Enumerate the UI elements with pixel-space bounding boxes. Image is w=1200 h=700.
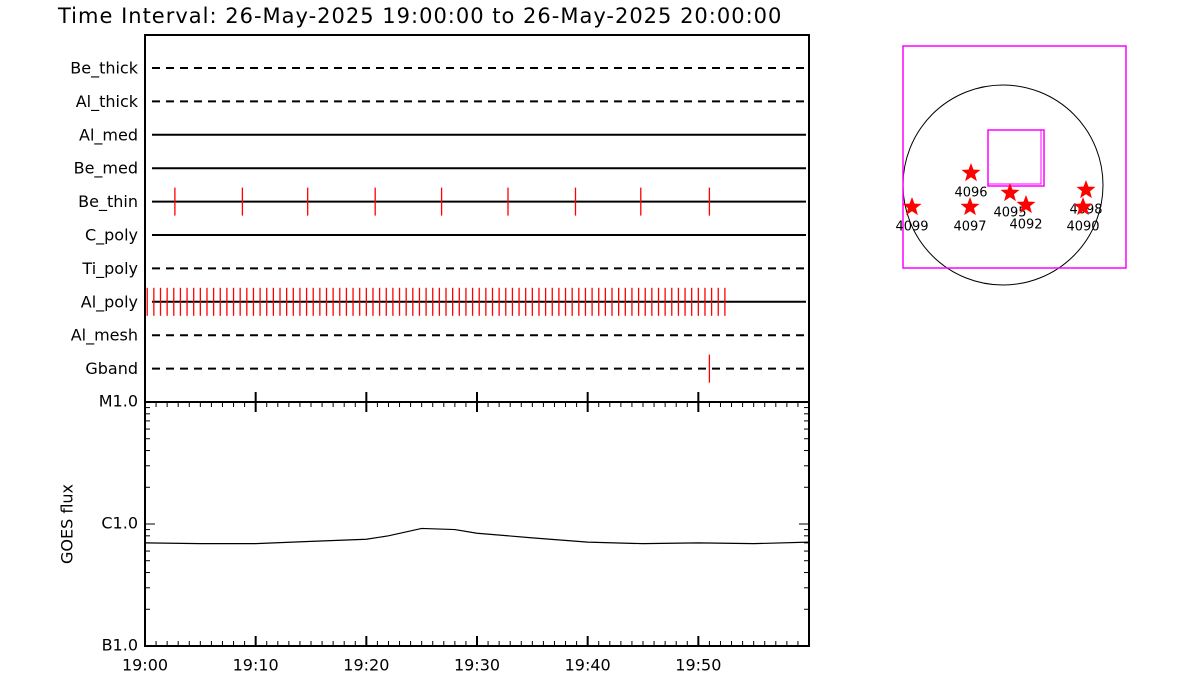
- region-marker: [902, 197, 922, 216]
- filter-label: Gband: [85, 359, 138, 378]
- fov-box: [902, 45, 1127, 269]
- filter-label: Al_poly: [81, 292, 138, 312]
- x-tick-label: 19:00: [122, 656, 168, 675]
- filter-panel: [144, 34, 810, 403]
- y-axis-label: GOES flux: [58, 484, 77, 564]
- region-label: 4096: [954, 186, 987, 201]
- filter-label: Al_mesh: [71, 326, 138, 346]
- filter-label: Be_thick: [70, 59, 138, 79]
- x-tick-label: 19:30: [454, 656, 500, 675]
- x-tick-label: 19:40: [565, 656, 611, 675]
- region-label: 4099: [895, 220, 928, 235]
- y-tick-label: B1.0: [102, 636, 138, 655]
- region-label: 4095: [993, 206, 1026, 221]
- region-marker: [1073, 197, 1093, 216]
- title: Time Interval: 26-May-2025 19:00:00 to 2…: [57, 4, 782, 28]
- region-marker: [961, 163, 981, 182]
- x-tick-label: 19:50: [675, 656, 721, 675]
- solar-disk: [902, 84, 1104, 286]
- region-label: 4097: [953, 220, 986, 235]
- region-marker: [1000, 183, 1020, 202]
- y-tick-label: C1.0: [101, 514, 138, 533]
- x-tick-label: 19:20: [343, 656, 389, 675]
- region-label: 4092: [1009, 218, 1042, 233]
- x-tick-label: 19:10: [233, 656, 279, 675]
- filter-label: Al_med: [79, 125, 138, 145]
- region-marker: [1076, 180, 1096, 199]
- filter-label: Ti_poly: [81, 259, 138, 279]
- region-marker: [960, 197, 980, 216]
- filter-label: Al_thick: [76, 92, 139, 112]
- y-tick-label: M1.0: [99, 392, 138, 411]
- region-label: 4090: [1066, 220, 1099, 235]
- fov-box: [987, 129, 1042, 185]
- goes-curve: [144, 527, 810, 545]
- filter-label: C_poly: [85, 226, 138, 246]
- fov-box: [987, 129, 1045, 187]
- filter-label: Be_thin: [78, 192, 138, 212]
- filter-label: Be_med: [74, 159, 138, 179]
- region-marker: [1016, 195, 1036, 214]
- goes-panel: [144, 401, 810, 647]
